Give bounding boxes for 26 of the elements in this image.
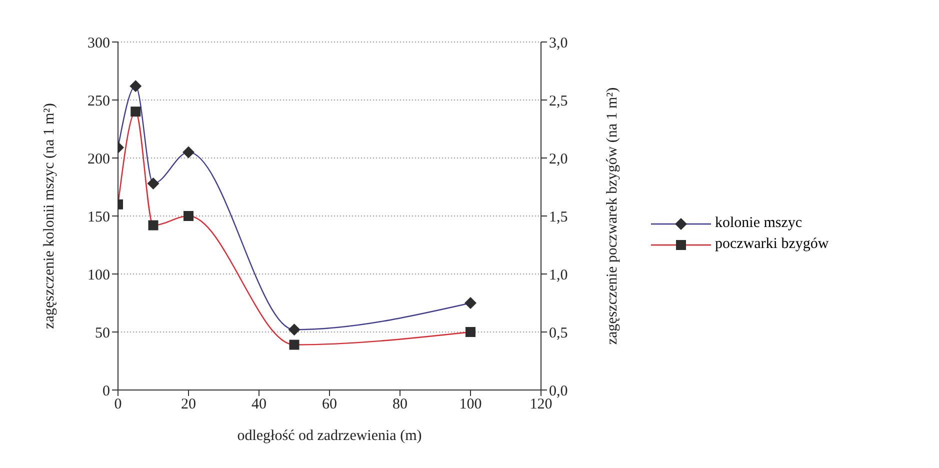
y-tick-label: 0 bbox=[102, 383, 110, 400]
y-tick-label: 250 bbox=[88, 93, 110, 110]
y-tick-label: 50 bbox=[95, 325, 110, 342]
y-tick-label: 150 bbox=[88, 209, 110, 226]
y2-tick-label: 0,0 bbox=[549, 383, 568, 400]
y2-tick-label: 0,5 bbox=[549, 325, 568, 342]
y2-tick-label: 2,0 bbox=[549, 151, 568, 168]
x-tick-label: 120 bbox=[530, 396, 552, 413]
y-tick-label: 300 bbox=[88, 35, 110, 52]
x-tick-label: 60 bbox=[322, 396, 337, 413]
x-axis-title: odległość od zadrzewienia (m) bbox=[237, 428, 422, 444]
x-tick-label: 100 bbox=[459, 396, 482, 413]
y-axis-title: zagęszczenie kolonii mszyc (na 1 m²) bbox=[41, 103, 58, 329]
x-tick-label: 80 bbox=[392, 396, 408, 413]
x-tick-label: 0 bbox=[114, 396, 122, 413]
legend-label: kolonie mszyc bbox=[715, 215, 802, 232]
y-tick-label: 200 bbox=[88, 151, 110, 168]
y2-tick-label: 1,0 bbox=[549, 267, 568, 284]
y2-axis-title: zagęszczenie poczwarek bzygów (na 1 m²) bbox=[604, 87, 620, 345]
y-tick-label: 100 bbox=[88, 267, 110, 284]
y2-tick-label: 3,0 bbox=[549, 35, 568, 52]
y2-tick-label: 1,5 bbox=[549, 209, 568, 226]
x-tick-label: 40 bbox=[252, 396, 266, 413]
x-tick-label: 20 bbox=[181, 396, 196, 413]
y2-tick-label: 2,5 bbox=[549, 93, 568, 110]
legend-label: poczwarki bzygów bbox=[715, 236, 829, 253]
